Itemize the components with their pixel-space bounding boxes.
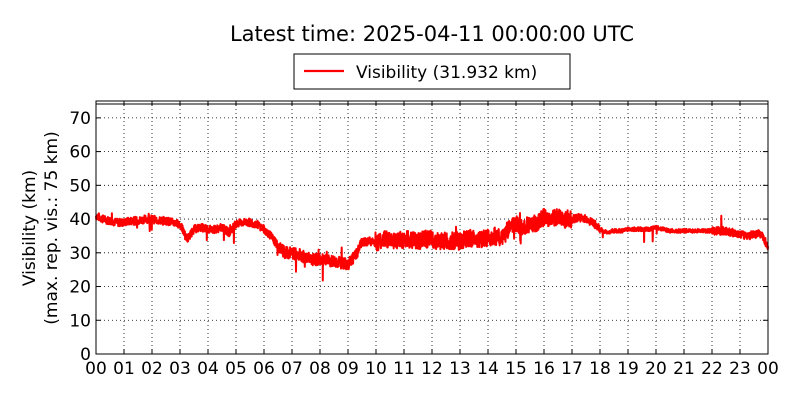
x-tick-label: 11 [393,359,415,379]
x-tick-label: 06 [253,359,275,379]
visibility-series-line [95,207,769,282]
legend-label: Visibility (31.932 km) [356,63,537,83]
x-tick-label: 17 [561,359,583,379]
y-axis-label: Visibility (km) (max. rep. vis.: 75 km) [20,131,62,324]
x-tick-label: 01 [113,359,135,379]
x-tick-label: 07 [281,359,303,379]
grid-lines [96,101,768,354]
x-tick-label: 16 [533,359,555,379]
chart-title: Latest time: 2025-04-11 00:00:00 UTC [230,22,634,46]
x-tick-label: 22 [701,359,723,379]
x-tick-label: 03 [169,359,191,379]
x-tick-label: 21 [673,359,695,379]
x-tick-label: 12 [421,359,443,379]
y-tick-label: 40 [69,210,91,230]
x-tick-label: 00 [85,359,107,379]
x-tick-label: 08 [309,359,331,379]
x-tick-label: 00 [757,359,779,379]
x-tick-label: 19 [617,359,639,379]
y-tick-label: 10 [69,311,91,331]
x-tick-label: 20 [645,359,667,379]
x-tick-label: 04 [197,359,219,379]
x-axis-ticks: 00 01 02 03 04 05 06 07 08 09 10 11 12 13 14 15 16 17 18 19… [85,101,779,379]
plot-frame [95,100,769,355]
x-tick-label: 02 [141,359,163,379]
y-axis-label-line1: Visibility (km) [20,170,40,286]
y-axis-label-line2: (max. rep. vis.: 75 km) [42,131,62,324]
x-tick-label: 09 [337,359,359,379]
x-tick-label: 23 [729,359,751,379]
legend: Visibility (31.932 km) [293,53,571,90]
series-layer [95,207,769,282]
y-tick-label: 60 [69,143,91,163]
x-tick-label: 18 [589,359,611,379]
x-tick-label: 14 [477,359,499,379]
x-tick-label: 05 [225,359,247,379]
y-tick-label: 50 [69,176,91,196]
x-tick-label: 10 [365,359,387,379]
y-tick-label: 0 [80,345,91,365]
y-tick-label: 20 [69,278,91,298]
x-tick-label: 13 [449,359,471,379]
y-tick-label: 30 [69,244,91,264]
y-tick-label: 70 [69,109,91,129]
x-tick-label: 15 [505,359,527,379]
